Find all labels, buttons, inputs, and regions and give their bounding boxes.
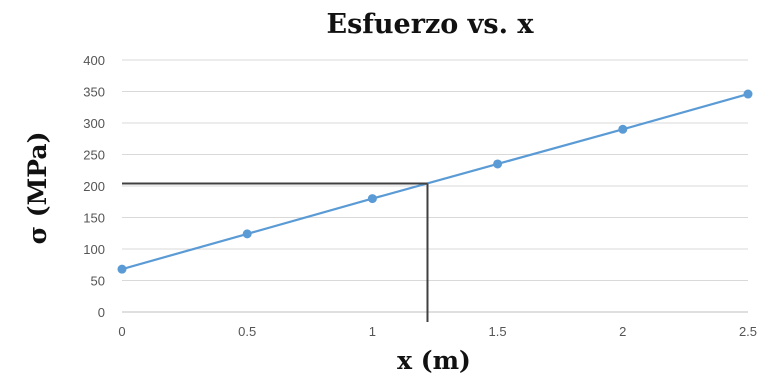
x-axis-label: x (m) [397,346,471,375]
x-tick-0.5: 0.5 [238,324,256,339]
x-tick-1.5: 1.5 [489,324,507,339]
y-tick-50: 50 [91,274,105,289]
x-tick-0: 0 [118,324,125,339]
y-tick-labels: 0 50 100 150 200 250 300 350 400 [83,53,105,320]
y-tick-350: 350 [83,85,105,100]
data-point-5 [743,89,753,99]
data-point-3 [493,159,503,169]
y-tick-250: 250 [83,148,105,163]
x-tick-2.5: 2.5 [739,324,757,339]
gridlines [122,59,748,313]
data-point-4 [618,124,628,134]
data-series [117,89,753,274]
chart-title: Esfuerzo vs. x [327,9,535,40]
y-tick-200: 200 [83,179,105,194]
series-line-0 [121,92,749,271]
data-point-0 [117,264,127,274]
x-tick-labels: 0 0.5 1 1.5 2 2.5 [118,324,757,339]
y-tick-300: 300 [83,116,105,131]
y-tick-400: 400 [83,53,105,68]
y-tick-0: 0 [98,305,105,320]
y-tick-150: 150 [83,211,105,226]
data-point-1 [242,229,252,239]
x-tick-2: 2 [619,324,626,339]
y-tick-100: 100 [83,242,105,257]
reference-lines [122,182,429,322]
y-axis-label: σ (MPa) [23,132,52,245]
data-point-2 [367,194,377,204]
x-tick-1: 1 [369,324,376,339]
